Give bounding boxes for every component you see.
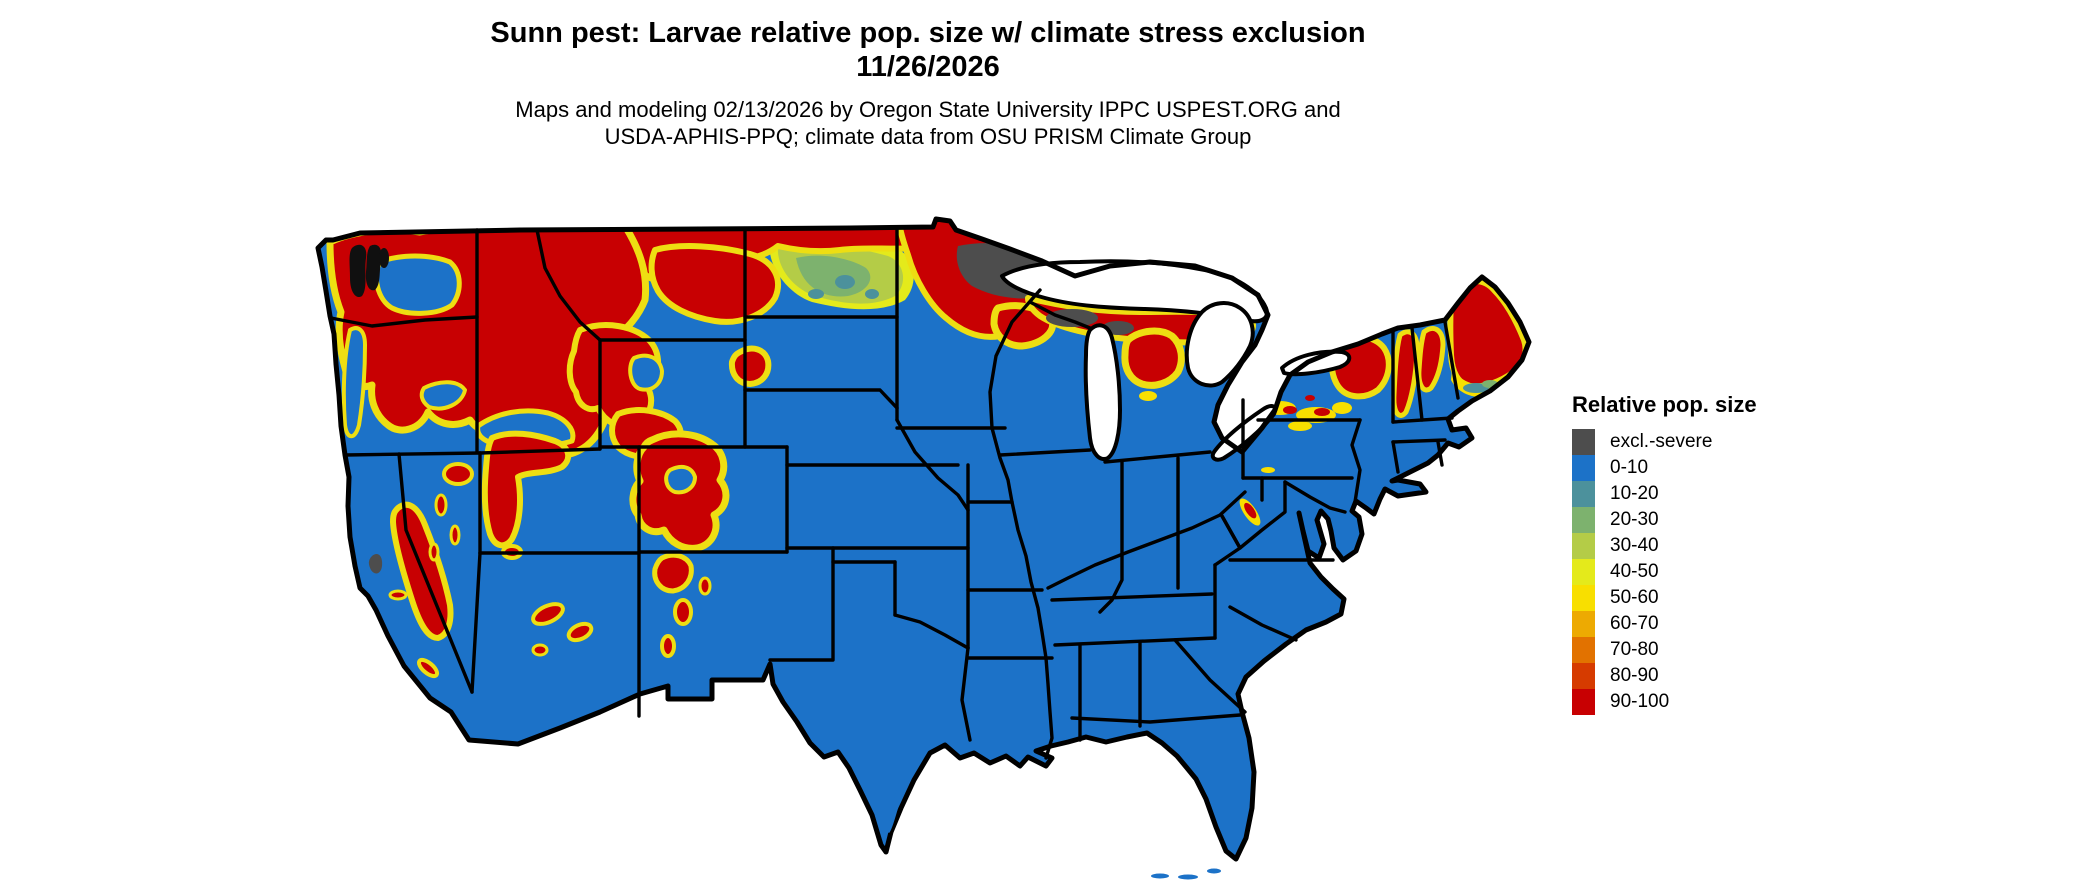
legend-swatch-50-60 xyxy=(1572,585,1595,611)
us-outline xyxy=(315,216,1532,862)
legend-swatch-20-30 xyxy=(1572,507,1595,533)
nd-transition-zone xyxy=(654,235,914,310)
legend-row: 10-20 xyxy=(1572,481,1822,507)
gray-nevada-speck xyxy=(368,554,383,574)
legend: Relative pop. size excl.-severe 0-10 10-… xyxy=(1572,392,1822,715)
blue-willamette-valley xyxy=(341,326,367,439)
legend-swatch-80-90 xyxy=(1572,663,1595,689)
map-title-line1: Sunn pest: Larvae relative pop. size w/ … xyxy=(490,17,1366,49)
blue-bighorn-basin xyxy=(628,353,664,392)
legend-label: 60-70 xyxy=(1610,613,1659,634)
map-subtitle-line1: Maps and modeling 02/13/2026 by Oregon S… xyxy=(515,97,1341,123)
coastal-islands xyxy=(888,767,1221,880)
legend-label: 0-10 xyxy=(1610,457,1649,478)
legend-row: 50-60 xyxy=(1572,585,1822,611)
state-borders xyxy=(329,225,1460,760)
gray-up-west xyxy=(1046,309,1098,327)
legend-label: 90-100 xyxy=(1610,691,1670,712)
blue-se-oregon xyxy=(419,380,467,411)
great-lakes xyxy=(1000,259,1352,462)
red-west-virginia-speck xyxy=(1239,498,1261,526)
blue-south-park xyxy=(664,464,697,495)
legend-swatch-10-20 xyxy=(1572,481,1595,507)
legend-row: 80-90 xyxy=(1572,663,1822,689)
red-black-hills xyxy=(728,345,772,387)
legend-row: 70-80 xyxy=(1572,637,1822,663)
heading-block: Sunn pest: Larvae relative pop. size w/ … xyxy=(0,16,1856,151)
legend-label: 80-90 xyxy=(1610,665,1659,686)
lake-huron xyxy=(1184,301,1255,388)
legend-row: excl.-severe xyxy=(1572,429,1822,455)
red-utah-wasatch xyxy=(481,430,572,549)
blue-columbia-basin xyxy=(374,253,462,316)
puget-sound xyxy=(349,244,389,298)
legend-label: 10-20 xyxy=(1610,483,1659,504)
lake-michigan xyxy=(1083,323,1122,461)
map-subtitle: Maps and modeling 02/13/2026 by Oregon S… xyxy=(0,97,1856,151)
lake-superior xyxy=(1000,259,1269,324)
red-north-lower-michigan xyxy=(1121,327,1185,389)
legend-row: 30-40 xyxy=(1572,533,1822,559)
red-white-mountains xyxy=(1416,326,1446,393)
legend-row: 90-100 xyxy=(1572,689,1822,715)
legend-row: 40-50 xyxy=(1572,559,1822,585)
legend-row: 60-70 xyxy=(1572,611,1822,637)
legend-swatch-40-50 xyxy=(1572,559,1595,585)
legend-title: Relative pop. size xyxy=(1572,392,1757,417)
legend-swatch-0-10 xyxy=(1572,455,1595,481)
legend-swatch-30-40 xyxy=(1572,533,1595,559)
legend-label: 20-30 xyxy=(1610,509,1659,530)
map-title-date: 11/26/2026 xyxy=(856,51,1000,84)
red-green-mountains xyxy=(1391,329,1420,418)
legend-label: 50-60 xyxy=(1610,587,1659,608)
legend-swatch-60-70 xyxy=(1572,611,1595,637)
legend-swatch-70-80 xyxy=(1572,637,1595,663)
map-subtitle-line2: USDA-APHIS-PPQ; climate data from OSU PR… xyxy=(604,124,1252,150)
legend-label: 30-40 xyxy=(1610,535,1659,556)
legend-row: 0-10 xyxy=(1572,455,1822,481)
legend-label: 40-50 xyxy=(1610,561,1659,582)
legend-label: 70-80 xyxy=(1610,639,1659,660)
legend-label: excl.-severe xyxy=(1610,431,1713,452)
red-sangre-de-cristo xyxy=(652,552,694,594)
legend-row: 20-30 xyxy=(1572,507,1822,533)
legend-swatch-90-100 xyxy=(1572,689,1595,715)
legend-swatch-excl-severe xyxy=(1572,429,1595,455)
